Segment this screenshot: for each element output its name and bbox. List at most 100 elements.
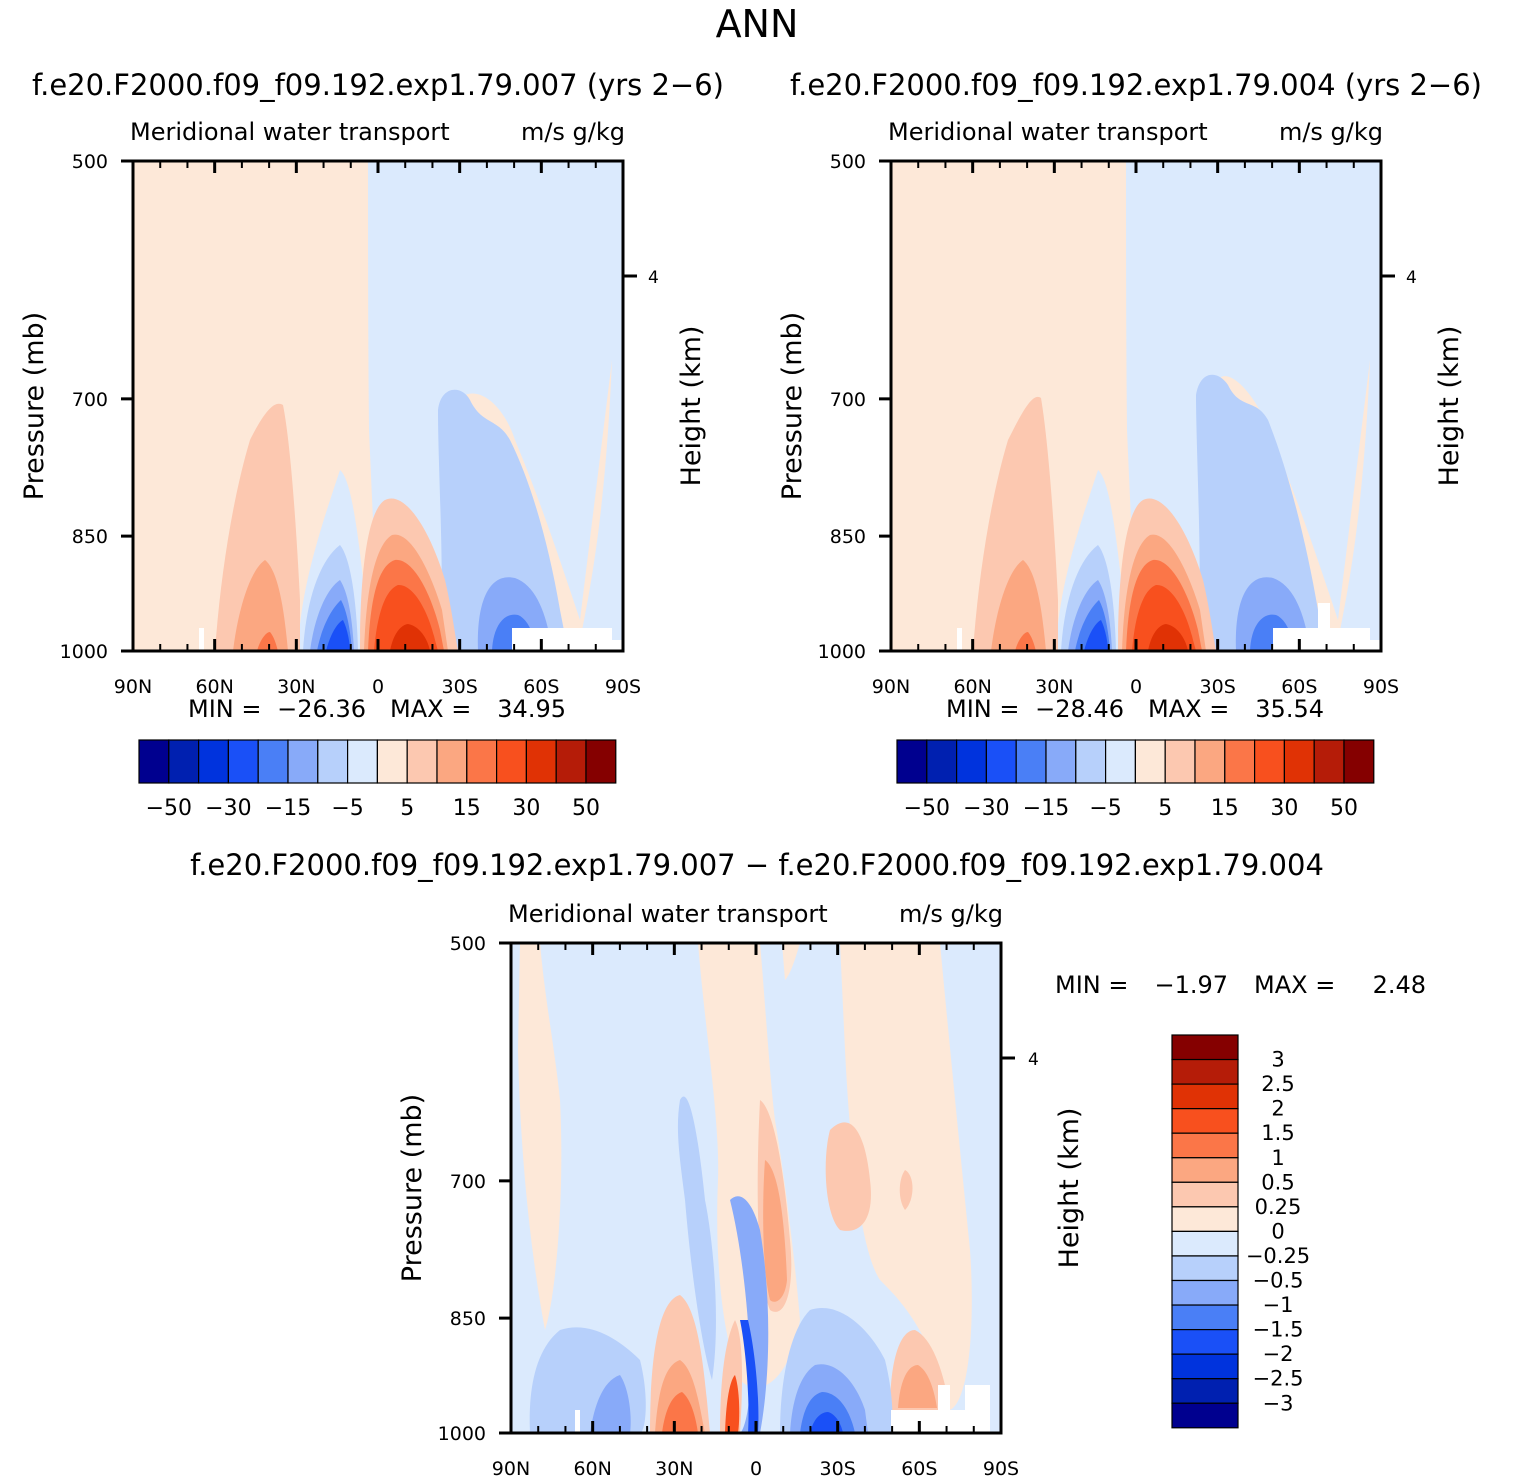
colorbar-label: 0 bbox=[1271, 1219, 1284, 1243]
min-label: MIN = bbox=[946, 695, 1019, 723]
colorbar-swatch bbox=[1171, 1353, 1239, 1380]
y-axis-ticks: 500 700 850 1000 bbox=[818, 151, 891, 663]
y-tick-label: 1000 bbox=[818, 641, 866, 663]
max-label: MAX = bbox=[1148, 695, 1229, 723]
y-axis-ticks: 500 700 850 1000 bbox=[60, 151, 133, 663]
colorbar-swatch bbox=[1171, 1083, 1239, 1110]
colorbar: −50 −30 −15 −5 5 15 30 50 bbox=[138, 739, 617, 821]
colorbar-swatch bbox=[198, 739, 230, 784]
colorbar-swatch bbox=[1164, 739, 1196, 784]
colorbar-swatch bbox=[1171, 1304, 1239, 1331]
colorbar-swatch bbox=[257, 739, 289, 784]
colorbar-label: −2.5 bbox=[1253, 1367, 1304, 1391]
x-tick-label: 90S bbox=[983, 1458, 1019, 1480]
right-tick-label: 4 bbox=[1028, 1050, 1039, 1070]
y-tick-label: 1000 bbox=[60, 641, 108, 663]
colorbar-swatch bbox=[1171, 1132, 1239, 1159]
panel-title-right: m/s g/kg bbox=[1279, 118, 1383, 146]
colorbar-swatch bbox=[466, 739, 498, 784]
y-axis-ticks: 500 700 850 1000 bbox=[438, 933, 511, 1445]
colorbar-swatch bbox=[1104, 739, 1136, 784]
colorbar-swatch bbox=[926, 739, 958, 784]
y-tick-label: 700 bbox=[72, 389, 108, 411]
x-tick-label: 60N bbox=[573, 1458, 611, 1480]
ylabel: Pressure (mb) bbox=[397, 1094, 428, 1282]
x-tick-label: 30N bbox=[277, 676, 315, 698]
colorbar-swatch bbox=[985, 739, 1017, 784]
colorbar-label: −1.5 bbox=[1253, 1318, 1304, 1342]
colorbar-swatch bbox=[1194, 739, 1226, 784]
colorbar-label: −1 bbox=[1263, 1293, 1294, 1317]
case-title: f.e20.F2000.f09_f09.192.exp1.79.007 (yrs… bbox=[32, 68, 724, 102]
colorbar-label: 50 bbox=[1330, 796, 1358, 821]
colorbar-label: −30 bbox=[205, 796, 251, 821]
colorbar-swatch bbox=[1283, 739, 1315, 784]
colorbar-swatch bbox=[227, 739, 259, 784]
right-tick-label: 4 bbox=[1406, 268, 1417, 288]
y-tick-label: 500 bbox=[72, 151, 108, 173]
panel-title-left: Meridional water transport bbox=[130, 118, 450, 146]
ylabel-right: Height (km) bbox=[1434, 326, 1465, 487]
x-tick-label: 30S bbox=[820, 1458, 856, 1480]
colorbar-swatch bbox=[436, 739, 468, 784]
x-tick-label: 30N bbox=[655, 1458, 693, 1480]
x-tick-label: 0 bbox=[1130, 676, 1142, 698]
colorbar-swatch bbox=[1171, 1181, 1239, 1208]
ylabel: Pressure (mb) bbox=[777, 312, 808, 500]
colorbar-swatch bbox=[1343, 739, 1375, 784]
colorbar-swatch bbox=[287, 739, 319, 784]
colorbar-swatch bbox=[376, 739, 408, 784]
colorbar-label: 0.25 bbox=[1255, 1195, 1302, 1219]
contour-fill bbox=[511, 943, 1001, 1433]
panel-3: f.e20.F2000.f09_f09.192.exp1.79.007 − f.… bbox=[190, 848, 1426, 1480]
colorbar-label: 3 bbox=[1271, 1048, 1284, 1072]
max-value: 2.48 bbox=[1373, 971, 1426, 999]
y-tick-label: 700 bbox=[830, 389, 866, 411]
colorbar-label: 2.5 bbox=[1261, 1072, 1294, 1096]
max-label: MAX = bbox=[1254, 971, 1335, 999]
case-title: f.e20.F2000.f09_f09.192.exp1.79.007 − f.… bbox=[190, 848, 1324, 882]
colorbar-swatch bbox=[1134, 739, 1166, 784]
colorbar-swatch bbox=[1313, 739, 1345, 784]
ylabel-right: Height (km) bbox=[1054, 1108, 1085, 1269]
x-axis-ticks: 90N 60N 30N 0 30S 60S 90S bbox=[872, 161, 1399, 698]
colorbar-label: 5 bbox=[400, 796, 414, 821]
panel-title-right: m/s g/kg bbox=[521, 118, 625, 146]
colorbar-swatch bbox=[1171, 1108, 1239, 1134]
colorbar-label: −0.5 bbox=[1253, 1269, 1304, 1293]
x-axis-ticks: 90N 60N 30N 0 30S 60S 90S bbox=[114, 161, 641, 698]
x-tick-label: 90N bbox=[114, 676, 152, 698]
x-tick-label: 60S bbox=[523, 676, 559, 698]
colorbar-swatch bbox=[1224, 739, 1256, 784]
y-tick-label: 700 bbox=[450, 1171, 486, 1193]
x-tick-label: 90S bbox=[1363, 676, 1399, 698]
colorbar-swatch bbox=[1171, 1230, 1239, 1257]
x-tick-label: 0 bbox=[750, 1458, 762, 1480]
y-tick-label: 850 bbox=[830, 526, 866, 548]
colorbar-swatch bbox=[347, 739, 379, 784]
y-tick-label: 850 bbox=[72, 526, 108, 548]
x-tick-label: 60N bbox=[953, 676, 991, 698]
ylabel-right: Height (km) bbox=[676, 326, 707, 487]
min-value: −1.97 bbox=[1154, 971, 1228, 999]
min-label: MIN = bbox=[1055, 971, 1128, 999]
panel-title-right: m/s g/kg bbox=[899, 900, 1003, 928]
max-value: 35.54 bbox=[1255, 695, 1324, 723]
colorbar-swatch bbox=[525, 739, 557, 784]
colorbar-swatch bbox=[1171, 1378, 1239, 1404]
colorbar-label: −3 bbox=[1263, 1391, 1294, 1415]
colorbar-swatch bbox=[1171, 1034, 1239, 1061]
max-value: 34.95 bbox=[497, 695, 566, 723]
colorbar-swatch bbox=[1171, 1255, 1239, 1282]
x-tick-label: 90S bbox=[605, 676, 641, 698]
colorbar-label: −30 bbox=[963, 796, 1009, 821]
colorbar-swatch bbox=[406, 739, 438, 784]
ylabel: Pressure (mb) bbox=[19, 312, 50, 500]
colorbar-swatch bbox=[585, 739, 617, 784]
contour-fill bbox=[133, 161, 623, 651]
panel-1: f.e20.F2000.f09_f09.192.exp1.79.007 (yrs… bbox=[19, 68, 724, 821]
y-tick-label: 500 bbox=[830, 151, 866, 173]
colorbar-label: −50 bbox=[146, 796, 192, 821]
colorbar-swatch bbox=[1171, 1328, 1239, 1355]
